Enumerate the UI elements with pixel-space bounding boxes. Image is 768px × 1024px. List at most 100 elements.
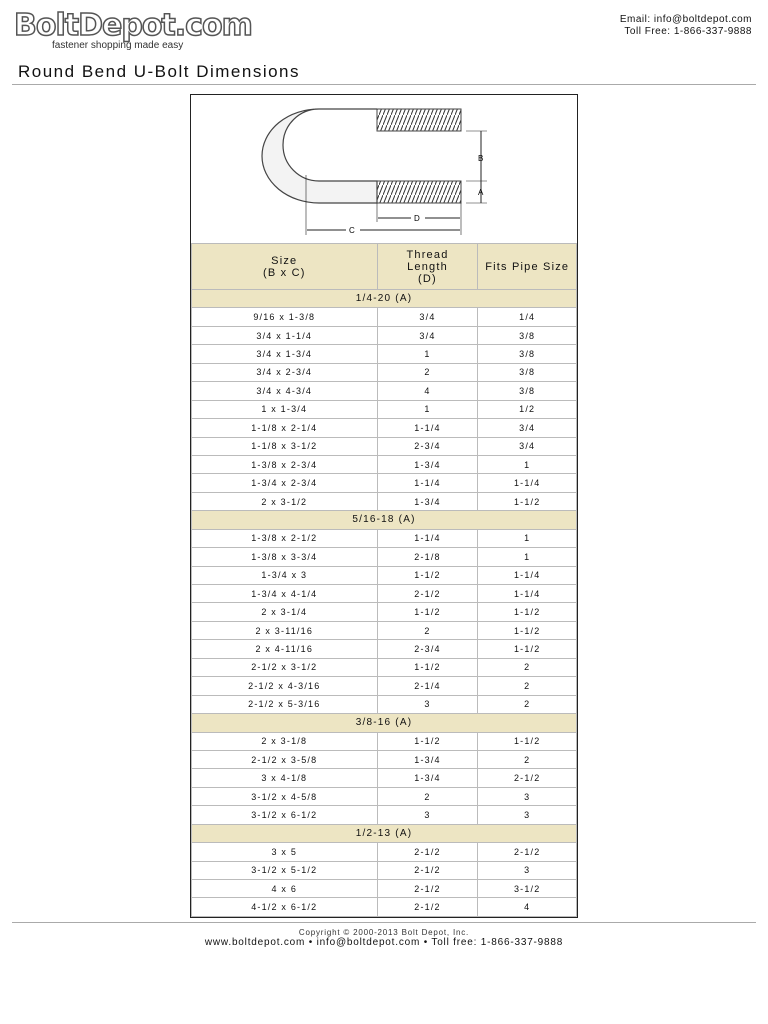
pipe-size-cell: 3 bbox=[477, 805, 577, 825]
thread-length-cell: 2-3/4 bbox=[376, 436, 479, 456]
thread-length-cell: 1-3/4 bbox=[376, 749, 479, 770]
thread-group-row: 1/2-13 (A) bbox=[191, 823, 577, 844]
label-d: D bbox=[414, 214, 420, 223]
u-bolt-drawing: B A D C bbox=[261, 108, 487, 235]
table-row: 3/4 x 4-3/4 4 3/8 bbox=[191, 381, 577, 401]
size-cell: 3/4 x 1-1/4 bbox=[191, 325, 378, 346]
thread-length-cell: 3 bbox=[376, 805, 479, 825]
size-cell: 3-1/2 x 6-1/2 bbox=[191, 805, 378, 825]
contact-info: Email: info@boltdepot.com Toll Free: 1-8… bbox=[620, 14, 752, 38]
size-cell: 1-1/8 x 2-1/4 bbox=[191, 418, 378, 438]
table-row: 1-3/4 x 3 1-1/2 1-1/4 bbox=[191, 565, 577, 586]
thread-length-cell: 1-1/4 bbox=[376, 528, 479, 549]
pipe-size-cell: 1/4 bbox=[477, 307, 577, 327]
size-cell: 2-1/2 x 5-3/16 bbox=[191, 694, 378, 715]
pipe-size-cell: 1-1/4 bbox=[477, 583, 577, 604]
size-cell: 3 x 5 bbox=[191, 842, 378, 862]
table-row: 1-1/8 x 3-1/2 2-3/4 3/4 bbox=[191, 436, 577, 456]
size-cell: 2-1/2 x 4-3/16 bbox=[191, 676, 378, 696]
thread-length-cell: 1-1/4 bbox=[376, 418, 479, 438]
size-cell: 3-1/2 x 4-5/8 bbox=[191, 786, 378, 807]
thread-length-cell: 2-1/2 bbox=[376, 583, 479, 604]
size-cell: 1-3/8 x 3-3/4 bbox=[191, 547, 378, 567]
table-row: 3/4 x 1-1/4 3/4 3/8 bbox=[191, 325, 577, 346]
header-line: (D) bbox=[418, 272, 437, 285]
table-row: 1-3/8 x 2-3/4 1-3/4 1 bbox=[191, 454, 577, 475]
thread-length-cell: 3/4 bbox=[376, 307, 479, 327]
table-row: 2 x 3-1/8 1-1/2 1-1/2 bbox=[191, 731, 577, 751]
thread-length-cell: 2-1/2 bbox=[376, 842, 479, 862]
logo-text: BoltDepot.com bbox=[13, 8, 253, 43]
bolt-depot-logo[interactable]: BoltDepot.com fastener shopping made eas… bbox=[13, 8, 253, 51]
table-row: 2-1/2 x 3-1/2 1-1/2 2 bbox=[191, 657, 577, 678]
thread-length-cell: 3 bbox=[376, 694, 479, 715]
pipe-size-cell: 1-1/4 bbox=[477, 565, 577, 586]
thread-length-cell: 1 bbox=[376, 344, 479, 364]
header-line: Fits Pipe Size bbox=[485, 260, 570, 273]
thread-group-label: 3/8-16 (A) bbox=[191, 713, 577, 733]
table-row: 2 x 4-11/16 2-3/4 1-1/2 bbox=[191, 639, 577, 659]
thread-length-cell: 1-3/4 bbox=[376, 768, 479, 788]
header-line: Size bbox=[271, 254, 298, 267]
dimensions-panel: B A D C Size (B x C) Thread Length (D) Fits P… bbox=[190, 94, 578, 918]
u-bolt-diagram: B A D C bbox=[191, 95, 577, 243]
footer-links[interactable]: www.boltdepot.com • info@boltdepot.com •… bbox=[204, 937, 564, 948]
thread-length-cell: 2-1/2 bbox=[376, 860, 479, 881]
pipe-size-cell: 1-1/4 bbox=[477, 473, 577, 493]
thread-length-cell: 2-1/2 bbox=[376, 878, 479, 899]
pipe-size-cell: 1-1/2 bbox=[477, 491, 577, 512]
size-cell: 2 x 3-1/8 bbox=[191, 731, 378, 751]
pipe-size-cell: 3/8 bbox=[477, 344, 577, 364]
pipe-size-cell: 1-1/2 bbox=[477, 620, 577, 641]
table-row: 9/16 x 1-3/8 3/4 1/4 bbox=[191, 307, 577, 327]
size-cell: 9/16 x 1-3/8 bbox=[191, 307, 378, 327]
table-row: 2 x 3-11/16 2 1-1/2 bbox=[191, 620, 577, 641]
pipe-size-cell: 3/8 bbox=[477, 325, 577, 346]
pipe-size-cell: 4 bbox=[477, 897, 577, 917]
table-row: 3-1/2 x 6-1/2 3 3 bbox=[191, 805, 577, 825]
pipe-size-cell: 1 bbox=[477, 454, 577, 475]
pipe-size-cell: 2-1/2 bbox=[477, 842, 577, 862]
size-cell: 1-3/8 x 2-1/2 bbox=[191, 528, 378, 549]
pipe-size-cell: 2 bbox=[477, 749, 577, 770]
thread-group-label: 5/16-18 (A) bbox=[191, 510, 577, 530]
pipe-size-cell: 3-1/2 bbox=[477, 878, 577, 899]
size-cell: 1-1/8 x 3-1/2 bbox=[191, 436, 378, 456]
table-row: 2-1/2 x 5-3/16 3 2 bbox=[191, 694, 577, 715]
size-cell: 1-3/4 x 4-1/4 bbox=[191, 583, 378, 604]
toll-free-phone: Toll Free: 1-866-337-9888 bbox=[624, 26, 752, 37]
thread-group-row: 3/8-16 (A) bbox=[191, 713, 577, 733]
thread-length-cell: 2-1/8 bbox=[376, 547, 479, 567]
thread-group-label: 1/2-13 (A) bbox=[191, 823, 577, 844]
thread-length-cell: 1-3/4 bbox=[376, 491, 479, 512]
table-row: 1-3/4 x 2-3/4 1-1/4 1-1/4 bbox=[191, 473, 577, 493]
size-cell: 2 x 3-11/16 bbox=[191, 620, 378, 641]
table-row: 1-3/8 x 2-1/2 1-1/4 1 bbox=[191, 528, 577, 549]
table-row: 2-1/2 x 3-5/8 1-3/4 2 bbox=[191, 749, 577, 770]
pipe-size-cell: 2 bbox=[477, 694, 577, 715]
size-cell: 2 x 3-1/4 bbox=[191, 602, 378, 622]
table-row: 3/4 x 2-3/4 2 3/8 bbox=[191, 362, 577, 383]
pipe-size-cell: 1-1/2 bbox=[477, 639, 577, 659]
pipe-size-cell: 3/4 bbox=[477, 418, 577, 438]
table-row: 3/4 x 1-3/4 1 3/8 bbox=[191, 344, 577, 364]
thread-length-cell: 2 bbox=[376, 786, 479, 807]
label-a: A bbox=[478, 188, 484, 197]
table-row: 3-1/2 x 5-1/2 2-1/2 3 bbox=[191, 860, 577, 881]
size-cell: 2 x 4-11/16 bbox=[191, 639, 378, 659]
size-cell: 2-1/2 x 3-5/8 bbox=[191, 749, 378, 770]
table-row: 1-1/8 x 2-1/4 1-1/4 3/4 bbox=[191, 418, 577, 438]
thread-length-cell: 1-1/2 bbox=[376, 565, 479, 586]
footer: Copyright © 2000-2013 Bolt Depot, Inc. w… bbox=[0, 928, 768, 948]
thread-length-cell: 2 bbox=[376, 362, 479, 383]
thread-group-label: 1/4-20 (A) bbox=[191, 288, 577, 309]
column-header: Fits Pipe Size bbox=[477, 243, 577, 290]
table-row: 2 x 3-1/4 1-1/2 1-1/2 bbox=[191, 602, 577, 622]
pipe-size-cell: 3/4 bbox=[477, 436, 577, 456]
thread-group-row: 5/16-18 (A) bbox=[191, 510, 577, 530]
label-b: B bbox=[478, 154, 483, 163]
table-row: 1-3/8 x 3-3/4 2-1/8 1 bbox=[191, 547, 577, 567]
thread-length-cell: 2-1/2 bbox=[376, 897, 479, 917]
pipe-size-cell: 3/8 bbox=[477, 381, 577, 401]
